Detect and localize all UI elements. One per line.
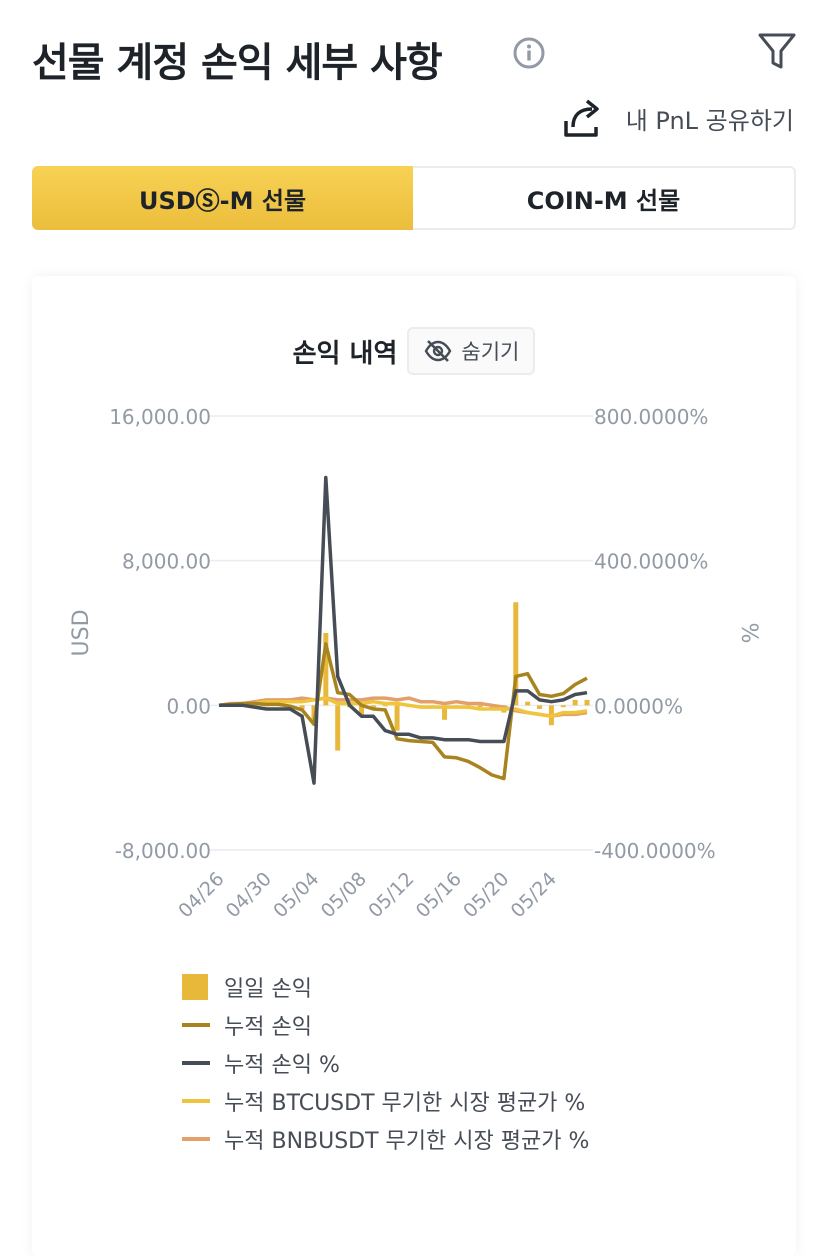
daily-pnl-bar: [442, 705, 448, 720]
legend-item-daily-pnl[interactable]: 일일 손익: [182, 968, 589, 1006]
daily-pnl-bar: [394, 705, 400, 731]
daily-pnl-bar: [358, 705, 364, 717]
y2-axis-label: %: [736, 623, 761, 644]
cum-pnl-pct-line: [219, 475, 588, 785]
page-header: 선물 계정 손익 세부 사항: [32, 28, 800, 88]
share-pnl-label: 내 PnL 공유하기: [625, 106, 794, 135]
legend-label: 누적 손익: [224, 1015, 312, 1040]
btc-avg-line: [219, 696, 588, 718]
legend-item-btc-avg[interactable]: 누적 BTCUSDT 무기한 시장 평균가 %: [182, 1082, 589, 1120]
x-tick-label: 04/30: [222, 868, 276, 922]
daily-pnl-bar: [584, 699, 590, 706]
market-tabs: USDⓈ-M 선물 COIN-M 선물: [32, 166, 796, 230]
daily-pnl-bar: [299, 705, 305, 709]
y2-tick-label: 800.0000%: [594, 405, 708, 429]
y2-tick-label: 0.0000%: [594, 694, 683, 718]
daily-pnl-bar: [513, 602, 519, 706]
x-tick-label: 05/08: [317, 868, 371, 922]
x-tick-label: 05/04: [269, 868, 323, 922]
legend-swatch-cum-pnl-pct: [182, 1061, 210, 1065]
hide-chart-label: 숨기기: [461, 340, 520, 364]
chart-header: 손익 내역 숨기기: [32, 327, 796, 375]
x-tick-label: 05/12: [364, 868, 418, 922]
legend-item-cum-pnl-pct[interactable]: 누적 손익 %: [182, 1044, 589, 1082]
y-tick-label: -8,000.00: [115, 839, 211, 863]
tab-usds-m-futures[interactable]: USDⓈ-M 선물: [32, 166, 413, 230]
filter-funnel-icon[interactable]: [756, 30, 798, 72]
daily-pnl-bar: [477, 705, 483, 708]
page-title: 선물 계정 손익 세부 사항: [32, 40, 443, 86]
eye-off-icon: [424, 340, 452, 362]
x-tick-label: 05/24: [507, 868, 561, 922]
legend-swatch-bnb-avg: [182, 1137, 210, 1141]
chart-title: 손익 내역: [292, 338, 398, 369]
daily-pnl-bar: [382, 705, 388, 707]
y-tick-label: 16,000.00: [109, 405, 211, 429]
share-arrow-icon: [563, 99, 599, 137]
daily-pnl-bar: [323, 633, 329, 706]
y-tick-label: 8,000.00: [122, 550, 211, 574]
y2-tick-label: 400.0000%: [594, 550, 708, 574]
legend-label: 누적 BTCUSDT 무기한 시장 평균가 %: [224, 1091, 586, 1116]
legend-label: 일일 손익: [224, 977, 312, 1002]
daily-pnl-bar: [489, 705, 495, 709]
daily-pnl-bar: [572, 699, 578, 706]
info-circle-icon[interactable]: [512, 36, 546, 70]
daily-pnl-bar: [370, 705, 376, 709]
share-pnl-button[interactable]: 내 PnL 공유하기: [562, 96, 794, 140]
pnl-history-chart: 16,000.00 800.0000%8,000.00 400.0000%0.00 0…: [69, 405, 761, 922]
daily-pnl-bar: [560, 705, 566, 708]
chart-legend: 일일 손익 누적 손익 누적 손익 % 누적 BTCUSDT 무기한 시장 평균…: [182, 968, 589, 1158]
legend-swatch-cum-pnl: [182, 1023, 210, 1027]
x-tick-label: 05/20: [459, 868, 513, 922]
pnl-chart-card: 16,000.00 800.0000% 8,000.00 400.0000% 0.00 0…: [32, 276, 796, 1256]
y-tick-label: 0.00: [166, 694, 211, 718]
hide-chart-button[interactable]: 숨기기: [407, 327, 536, 375]
legend-label: 누적 손익 %: [224, 1053, 340, 1078]
y2-tick-label: -400.0000%: [594, 839, 716, 863]
daily-pnl-bar: [525, 701, 531, 706]
daily-pnl-bar: [335, 705, 341, 751]
y-axis-label: USD: [69, 609, 94, 656]
daily-pnl-bar: [537, 705, 543, 709]
legend-item-bnb-avg[interactable]: 누적 BNBUSDT 무기한 시장 평균가 %: [182, 1120, 589, 1158]
x-tick-label: 04/26: [174, 868, 228, 922]
cum-pnl-line: [218, 642, 588, 781]
legend-swatch-btc-avg: [182, 1099, 210, 1103]
x-tick-label: 05/16: [412, 868, 466, 922]
tab-coin-m-futures[interactable]: COIN-M 선물: [413, 166, 796, 230]
legend-item-cum-pnl[interactable]: 누적 손익: [182, 1006, 589, 1044]
legend-swatch-daily-pnl: [182, 974, 208, 1000]
legend-label: 누적 BNBUSDT 무기한 시장 평균가 %: [224, 1129, 590, 1154]
